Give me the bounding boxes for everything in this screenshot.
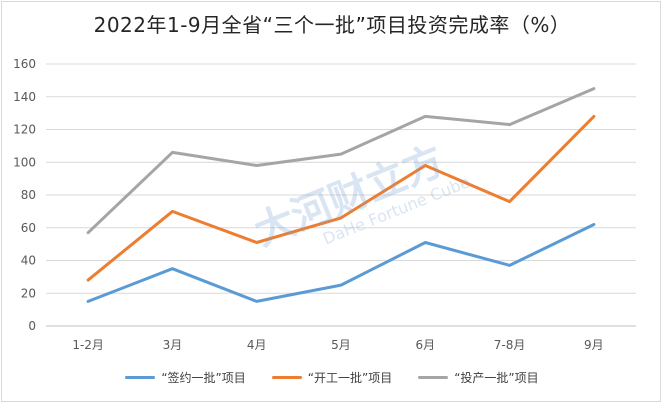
- y-tick-label: 160: [13, 57, 36, 71]
- legend-item-1: “签约一批”项目: [125, 369, 246, 386]
- y-tick-label: 80: [21, 188, 36, 202]
- y-tick-label: 140: [13, 90, 36, 104]
- legend-label: “投产一批”项目: [454, 371, 539, 385]
- chart-title: 2022年1-9月全省“三个一批”项目投资完成率（%）: [93, 13, 571, 37]
- y-tick-label: 100: [13, 155, 36, 169]
- y-tick-label: 120: [13, 123, 36, 137]
- legend-item-2: “开工一批”项目: [271, 369, 393, 386]
- x-tick-label: 3月: [163, 338, 183, 352]
- x-tick-label: 6月: [415, 338, 435, 352]
- series-line-1: [86, 223, 596, 303]
- y-tick-label: 20: [21, 286, 36, 300]
- x-tick-label: 7-8月: [494, 338, 526, 352]
- legend-swatch: [418, 376, 449, 379]
- series-line-3: [86, 87, 596, 235]
- x-tick-label: 9月: [584, 338, 604, 352]
- legend-label: “开工一批”项目: [307, 371, 393, 385]
- x-tick-label: 1-2月: [72, 338, 104, 352]
- legend-swatch: [125, 376, 156, 379]
- legend-swatch: [271, 376, 302, 379]
- y-tick-label: 60: [21, 221, 36, 235]
- legend-label: “签约一批”项目: [161, 371, 246, 385]
- x-tick-label: 4月: [247, 338, 267, 352]
- y-tick-label: 40: [21, 254, 36, 268]
- x-tick-label: 5月: [331, 338, 351, 352]
- y-tick-label: 0: [28, 319, 36, 333]
- chart-legend: “签约一批”项目 “开工一批”项目 “投产一批”项目: [0, 369, 664, 386]
- legend-item-3: “投产一批”项目: [418, 369, 539, 386]
- series-line-2: [86, 114, 596, 282]
